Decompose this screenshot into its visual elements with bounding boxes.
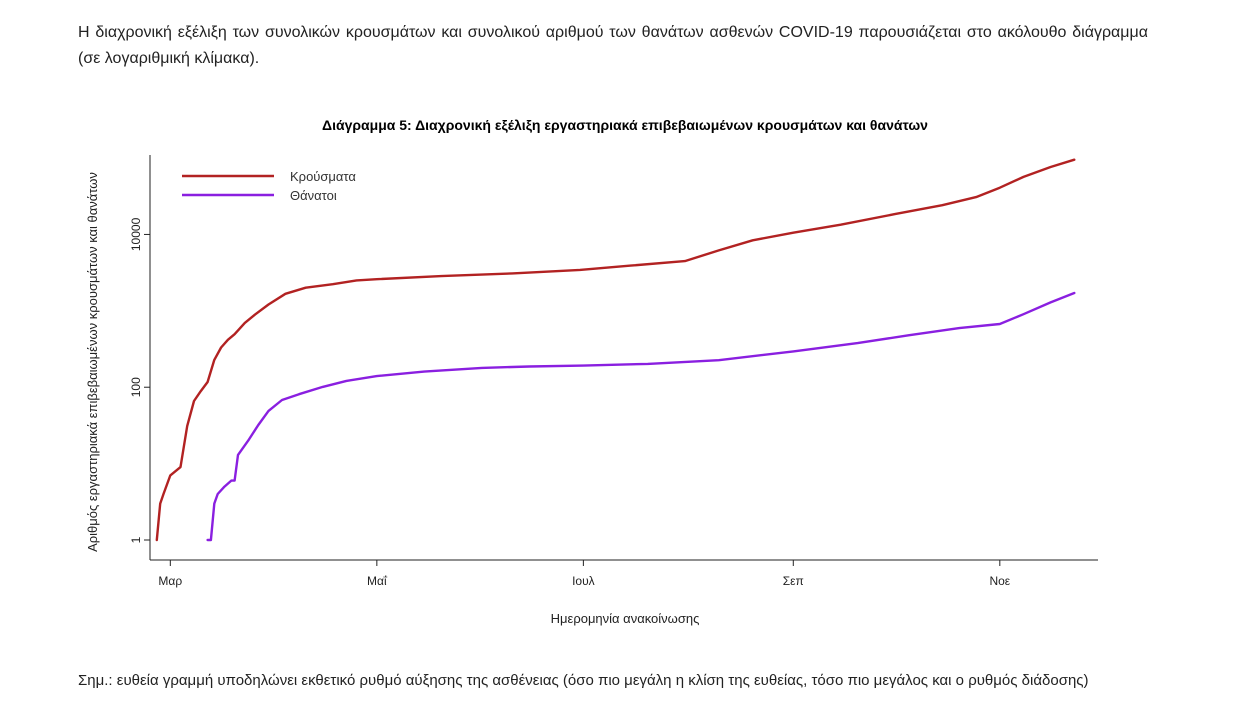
axes: 1 100 10000 Μαρ Μαΐ Ιουλ Σεπ Νοε: [129, 155, 1098, 588]
x-axis-label: Ημερομηνία ανακοίνωσης: [551, 611, 700, 626]
x-tick-label: Μαΐ: [367, 574, 388, 588]
chart-title: Διάγραμμα 5: Διαχρονική εξέλιξη εργαστηρ…: [322, 117, 928, 133]
x-tick-label: Ιουλ: [572, 574, 595, 588]
series-line-cases: [155, 158, 1076, 542]
y-tick-label: 100: [129, 377, 143, 397]
legend-label-cases: Κρούσματα: [290, 169, 356, 184]
footnote: Σημ.: ευθεία γραμμή υποδηλώνει εκθετικό …: [78, 672, 1089, 689]
y-tick-label: 10000: [129, 217, 143, 251]
x-tick-label: Νοε: [989, 574, 1010, 588]
covid-log-line-chart: Διάγραμμα 5: Διαχρονική εξέλιξη εργαστηρ…: [85, 117, 1098, 626]
y-axis-label: Αριθμός εργαστηριακά επιβεβαιωμένων κρου…: [85, 172, 100, 552]
series-lines: [155, 158, 1076, 542]
intro-paragraph: Η διαχρονική εξέλιξη των συνολικών κρουσ…: [78, 24, 1148, 67]
series-line-deaths: [206, 291, 1076, 542]
legend: Κρούσματα Θάνατοι: [182, 169, 356, 203]
y-tick-label: 1: [129, 536, 143, 543]
x-tick-label: Μαρ: [158, 574, 182, 588]
x-tick-label: Σεπ: [783, 574, 804, 588]
legend-label-deaths: Θάνατοι: [290, 188, 337, 203]
